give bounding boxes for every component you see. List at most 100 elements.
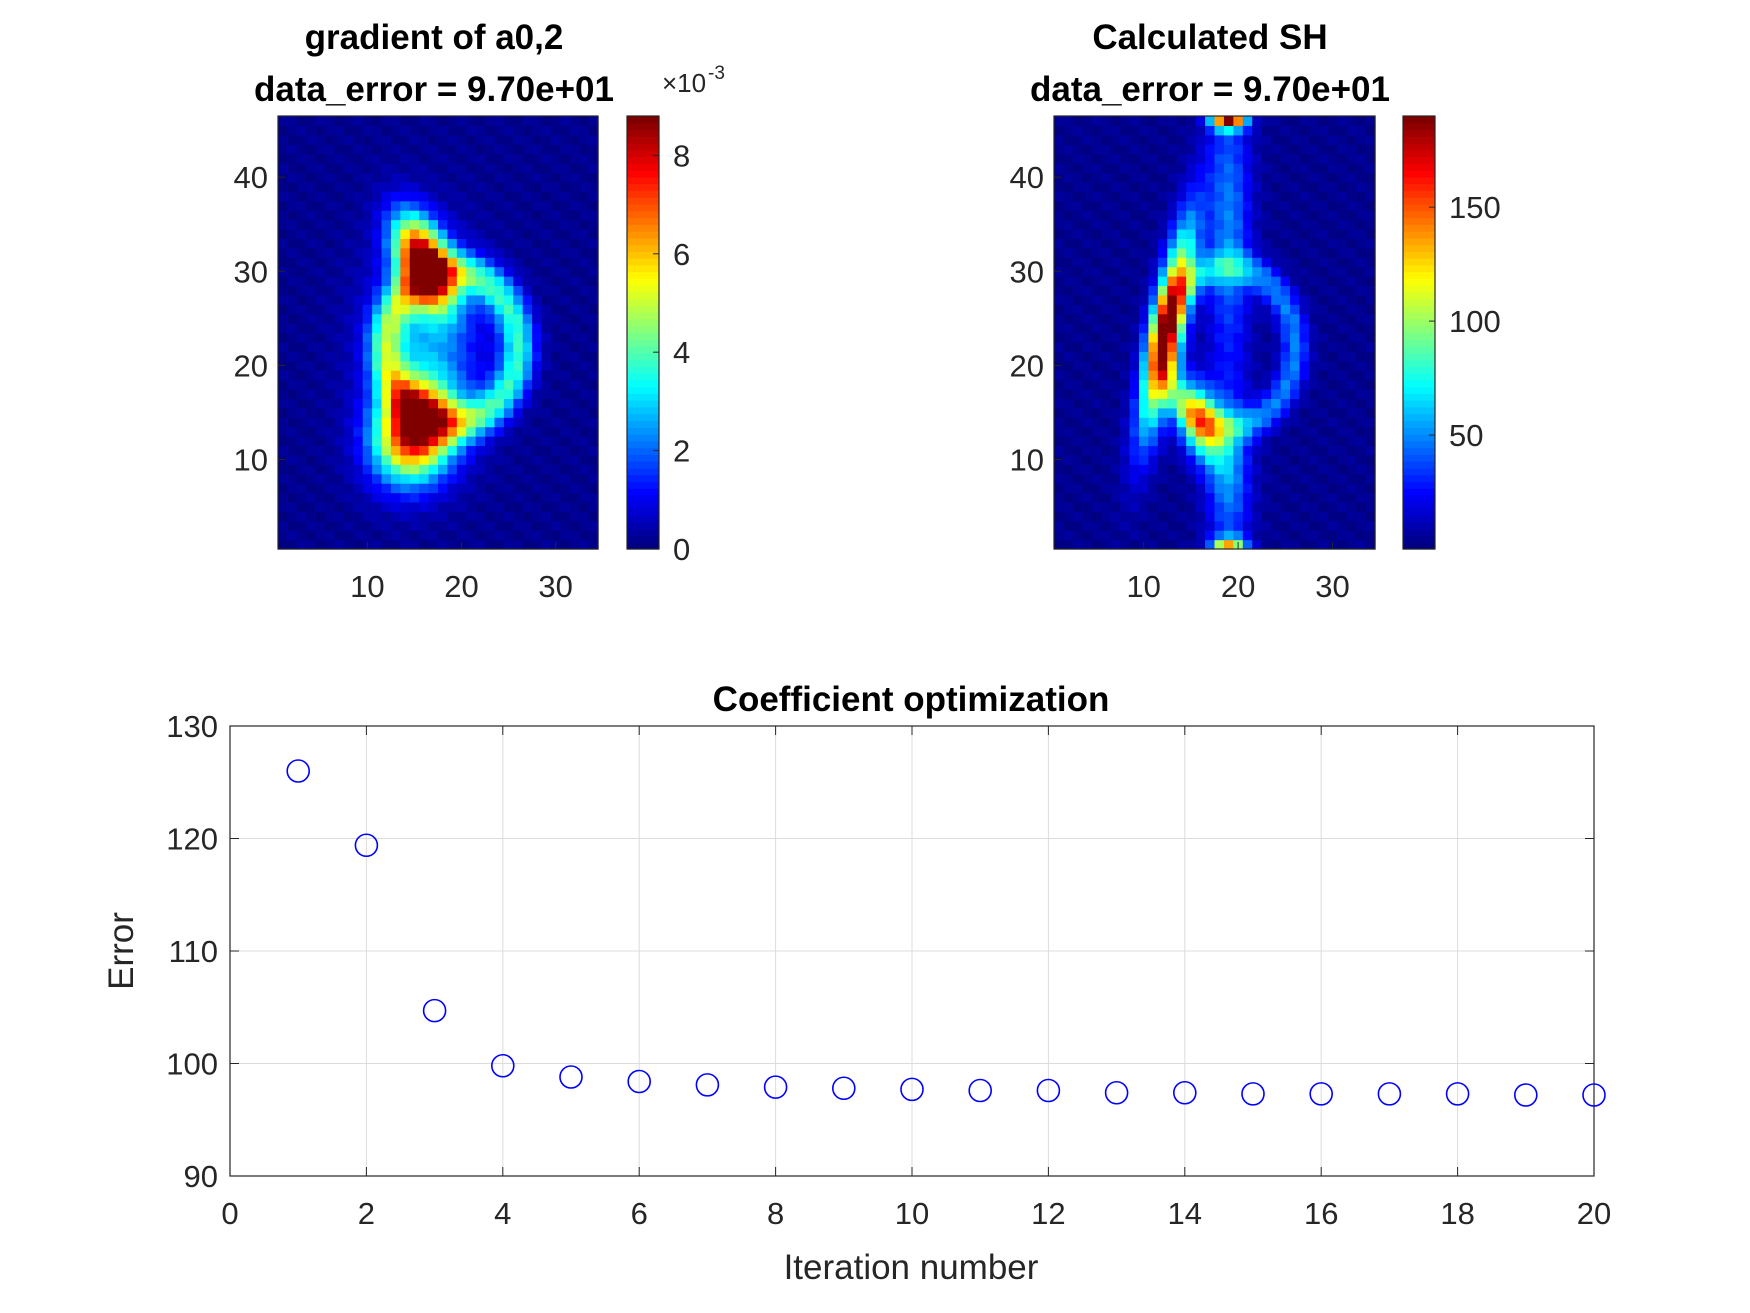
heatmap-cell [278,501,289,512]
heatmap-cell [1138,285,1150,296]
colorbar-swatch [1403,494,1435,503]
heatmap-cell [1157,436,1168,447]
heatmap-cell [353,200,364,211]
heatmap-cell [494,181,505,192]
heatmap-cell [522,134,533,145]
heatmap-cell [503,483,514,494]
y-tick-label: 30 [234,254,268,289]
heatmap-cell [372,200,383,211]
heatmap-cell [1299,257,1310,268]
heatmap-cell [1120,238,1131,249]
heatmap-cell [372,285,383,296]
heatmap-cell [306,492,317,503]
heatmap-cell [353,398,364,409]
heatmap-cell [466,210,477,221]
heatmap-cell [1195,163,1206,174]
heatmap-cell [1157,332,1168,343]
heatmap-cell [428,313,439,324]
scatter-point [490,1053,515,1078]
heatmap-cell [1337,464,1348,475]
heatmap-cell [1280,530,1291,541]
heatmap-cell [1120,210,1131,221]
heatmap-cell [1318,144,1329,155]
heatmap-cell [579,125,590,136]
heatmap-cell [1082,172,1093,183]
heatmap-cell [381,379,392,390]
heatmap-cell [466,163,477,174]
heatmap-cell [306,426,317,437]
heatmap-cell [503,341,514,352]
heatmap-cell [334,520,345,531]
heatmap-cell [278,530,289,541]
heatmap-cell [362,454,373,465]
heatmap-cell [1299,219,1310,230]
heatmap-cell [1101,501,1112,512]
heatmap-cell [475,219,486,230]
heatmap-cell [1356,454,1367,465]
heatmap-cell [1337,351,1348,362]
heatmap-cell [1327,219,1338,230]
heatmap-cell [1365,341,1376,352]
heatmap-cell [390,370,401,381]
heatmap-cell [1082,454,1093,465]
heatmap-cell [1299,228,1310,239]
heatmap-cell [579,473,590,484]
heatmap-2-title-line-1: Calculated SH [1092,18,1327,57]
heatmap-cell [550,163,561,174]
heatmap-cell [550,191,561,202]
heatmap-cell [1157,134,1168,145]
heatmap-cell [503,332,514,343]
heatmap-cell [1290,144,1301,155]
heatmap-cell [1138,436,1150,447]
heatmap-cell [1072,388,1083,399]
heatmap-cell [409,483,420,494]
heatmap-cell [485,341,496,352]
heatmap-cell [343,436,354,447]
heatmap-cell [503,379,514,390]
heatmap-cell [1290,445,1301,456]
heatmap-cell [438,144,449,155]
heatmap-cell [456,304,467,315]
heatmap-cell [362,483,373,494]
heatmap-cell [400,464,411,475]
heatmap-cell [1308,483,1319,494]
heatmap-cell [1186,238,1197,249]
heatmap-cell [1129,257,1140,268]
heatmap-cell [1195,473,1206,484]
heatmap-cell [381,539,392,550]
heatmap-cell [1308,238,1319,249]
heatmap-cell [1120,341,1131,352]
heatmap-cell [541,276,552,287]
heatmap-cell [315,153,326,164]
heatmap-cell [1214,285,1225,296]
x-tick-label: 18 [1440,1196,1474,1231]
heatmap-cell [1346,483,1357,494]
heatmap-cell [579,511,590,522]
heatmap-cell [1205,398,1216,409]
heatmap-cell [1072,125,1083,136]
colorbar-tick-label: 2 [673,434,690,469]
heatmap-cell [541,417,552,428]
heatmap-cell [1337,228,1348,239]
colorbar-swatch [1403,440,1435,449]
heatmap-cell [466,172,477,183]
heatmap-cell [1214,266,1225,277]
heatmap-cell [1337,501,1348,512]
heatmap-cell [485,181,496,192]
heatmap-cell [409,407,420,418]
heatmap-cell [588,323,599,334]
heatmap-cell [1233,341,1244,352]
heatmap-cell [296,285,307,296]
heatmap-cell [475,191,486,202]
scatter-point [354,833,379,858]
heatmap-cell [400,191,411,202]
heatmap-cell [1242,276,1253,287]
heatmap-cell [447,200,458,211]
heatmap-cell [1242,172,1253,183]
heatmap-cell [579,247,590,258]
heatmap-cell [447,238,458,249]
heatmap-cell [400,379,411,390]
heatmap-cell [1365,313,1376,324]
heatmap-cell [1308,144,1319,155]
heatmap-cell [569,200,580,211]
